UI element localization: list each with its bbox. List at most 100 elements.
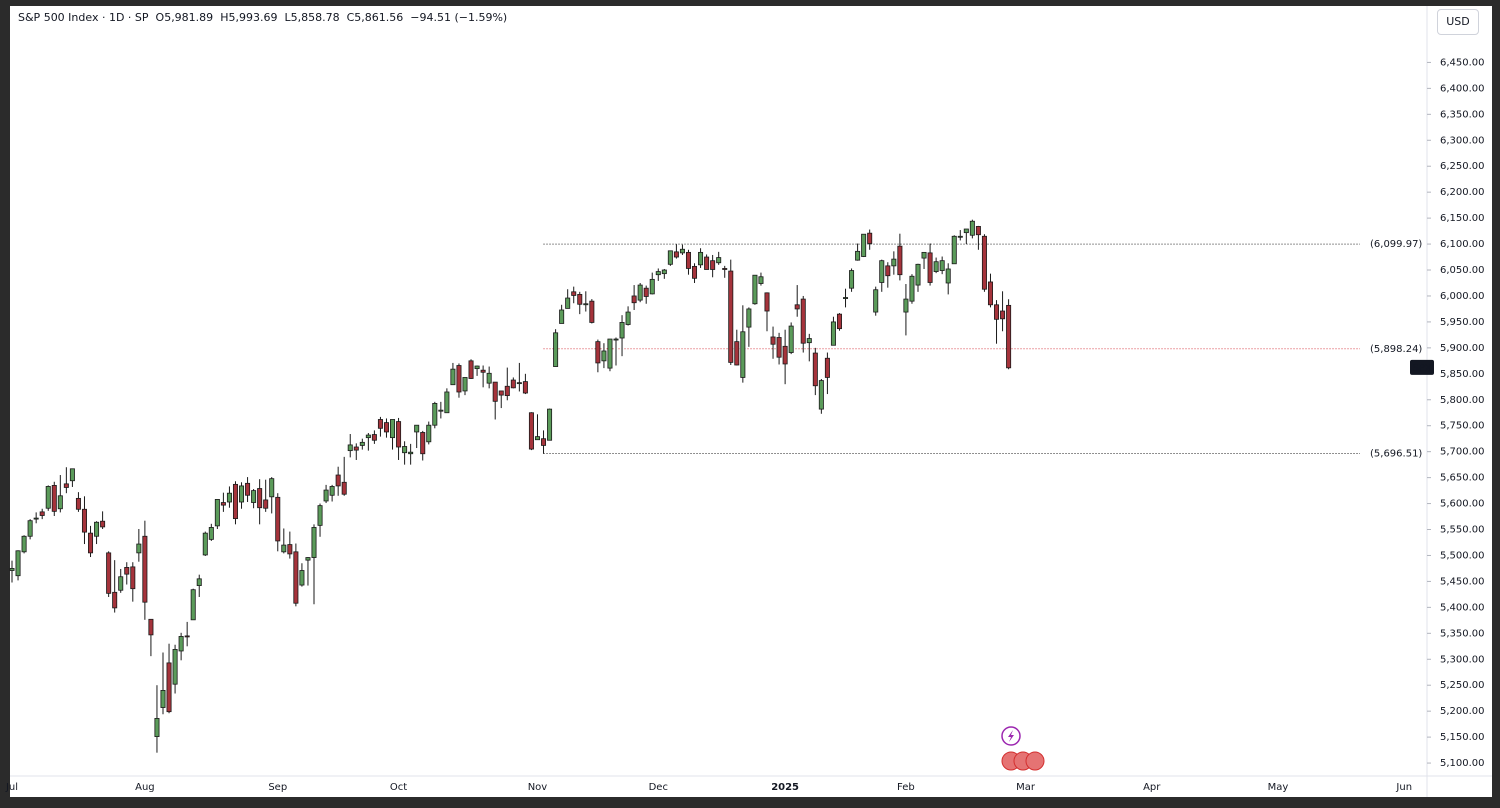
candle-body (232, 483, 238, 520)
candle-body (830, 321, 836, 346)
candle-body (142, 535, 148, 603)
x-tick-label: Feb (897, 782, 915, 793)
candle-body (776, 337, 782, 358)
open: O5,981.89 (155, 11, 214, 24)
candle-body (843, 297, 849, 299)
candle-body (685, 251, 691, 269)
candle-body (504, 385, 510, 397)
x-tick-label: Apr (1143, 782, 1161, 793)
candle-body (1000, 310, 1006, 320)
candle-body (945, 268, 951, 284)
candle-body (21, 535, 27, 553)
price-tag-box (1410, 359, 1434, 375)
symbol-legend: S&P 500 Index · 1D · SP O5,981.89 H5,993.6… (18, 11, 514, 24)
y-tick-label: 5,500.00 (1440, 550, 1485, 561)
event-flag[interactable] (1025, 751, 1045, 771)
candle-body (667, 250, 673, 265)
candle-body (679, 248, 685, 254)
candle-body (311, 527, 317, 558)
candle-body (353, 446, 359, 451)
y-tick-label: 5,200.00 (1440, 706, 1485, 717)
candle-body (148, 618, 154, 636)
y-tick-label: 5,250.00 (1440, 680, 1485, 691)
candle-body (619, 322, 625, 339)
candle-body (57, 495, 63, 510)
candle-body (571, 291, 577, 296)
candle-body (438, 409, 444, 412)
candle-body (118, 576, 124, 591)
candle-body (208, 527, 214, 540)
candle-body (891, 258, 897, 267)
y-tick-label: 6,450.00 (1440, 57, 1485, 68)
candle-body (444, 391, 450, 414)
candles (9, 219, 1012, 753)
y-tick-label: 6,400.00 (1440, 83, 1485, 94)
candle-body (565, 297, 571, 309)
candle-body (752, 274, 758, 305)
close: C5,861.56 (346, 11, 404, 24)
y-tick-label: 5,850.00 (1440, 369, 1485, 380)
candle-body (722, 268, 728, 270)
candle-body (673, 251, 679, 258)
currency-button[interactable]: USD (1437, 9, 1479, 35)
candle-body (166, 662, 172, 713)
candle-body (806, 338, 812, 344)
y-tick-label: 5,700.00 (1440, 447, 1485, 458)
y-tick-label: 6,250.00 (1440, 161, 1485, 172)
y-tick-label: 5,750.00 (1440, 421, 1485, 432)
x-tick-label: Mar (1016, 782, 1036, 793)
candle-body (510, 379, 516, 389)
candle-body (39, 511, 45, 516)
x-tick-label: Dec (649, 782, 668, 793)
candle-body (414, 424, 420, 433)
candle-body (257, 488, 263, 509)
y-tick-label: 6,200.00 (1440, 187, 1485, 198)
y-tick-label: 5,150.00 (1440, 732, 1485, 743)
candle-body (178, 636, 184, 652)
candle-body (583, 303, 589, 306)
candle-body (474, 365, 480, 370)
y-tick-label: 5,350.00 (1440, 628, 1485, 639)
candle-body (124, 567, 130, 575)
candle-body (462, 377, 468, 392)
candle-body (975, 226, 981, 236)
candle-body (426, 424, 432, 443)
candle-body (88, 532, 94, 554)
candle-body (196, 578, 202, 586)
y-tick-label: 5,950.00 (1440, 317, 1485, 328)
candle-body (220, 502, 226, 506)
candle-body (553, 332, 559, 367)
candle-body (734, 341, 740, 366)
candle-body (341, 481, 347, 495)
candle-body (522, 381, 528, 394)
x-tick-label: Nov (528, 782, 548, 793)
candle-body (184, 635, 190, 638)
candle-body (987, 281, 993, 306)
candle-body (27, 520, 33, 537)
candle-body (818, 380, 824, 410)
candle-body (897, 245, 903, 276)
candle-body (728, 270, 734, 363)
candle-body (402, 446, 408, 454)
y-tick-label: 5,900.00 (1440, 343, 1485, 354)
candle-body (867, 232, 873, 244)
candle-body (927, 252, 933, 283)
chart-panel (10, 6, 1492, 797)
candle-body (160, 690, 166, 708)
candle-body (245, 482, 251, 496)
candle-body (855, 250, 861, 261)
y-tick-label: 5,300.00 (1440, 654, 1485, 665)
candle-body (335, 474, 341, 487)
candle-body (281, 544, 287, 553)
candle-body (480, 369, 486, 373)
candle-body (716, 257, 722, 264)
candle-body (81, 508, 87, 533)
candle-body (251, 490, 257, 503)
candle-body (106, 552, 112, 594)
candle-body (45, 486, 51, 509)
candle-body (692, 265, 698, 279)
candle-body (63, 483, 69, 488)
candle-body (800, 298, 806, 344)
